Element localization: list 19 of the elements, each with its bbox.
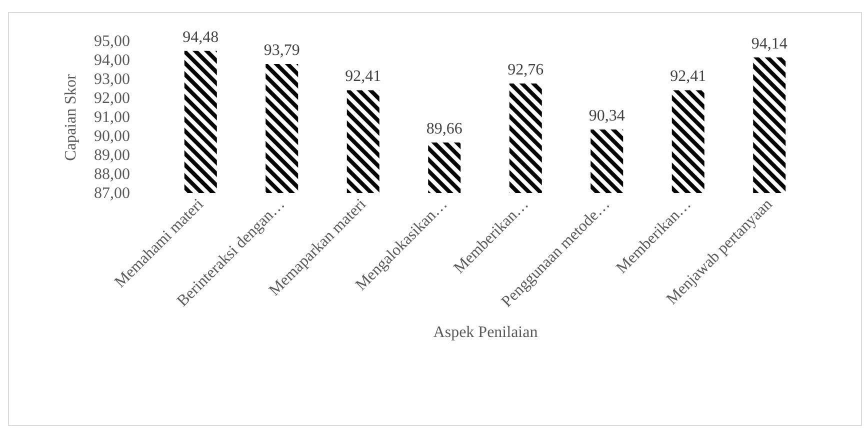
y-tick-label: 90,00 [94,128,130,145]
y-tick-label: 95,00 [94,33,130,50]
y-tick-label: 93,00 [94,71,130,88]
data-label: 92,76 [508,62,544,79]
y-axis-title: Capaian Skor [62,74,80,161]
data-label: 94,14 [751,35,788,52]
data-label: 92,41 [670,68,706,86]
y-tick-label: 92,00 [94,90,130,107]
y-tick-label: 89,00 [94,147,130,164]
y-tick-label: 87,00 [94,185,130,202]
y-tick-label: 91,00 [94,109,130,126]
x-axis-title: Aspek Penilaian [433,324,538,341]
data-label: 94,48 [182,28,219,46]
y-tick-label: 94,00 [94,52,130,69]
data-label: 90,34 [588,108,625,125]
data-label: 89,66 [426,120,462,138]
data-label: 92,41 [345,68,382,86]
y-tick-label: 88,00 [94,166,130,183]
data-label: 93,79 [264,42,300,59]
